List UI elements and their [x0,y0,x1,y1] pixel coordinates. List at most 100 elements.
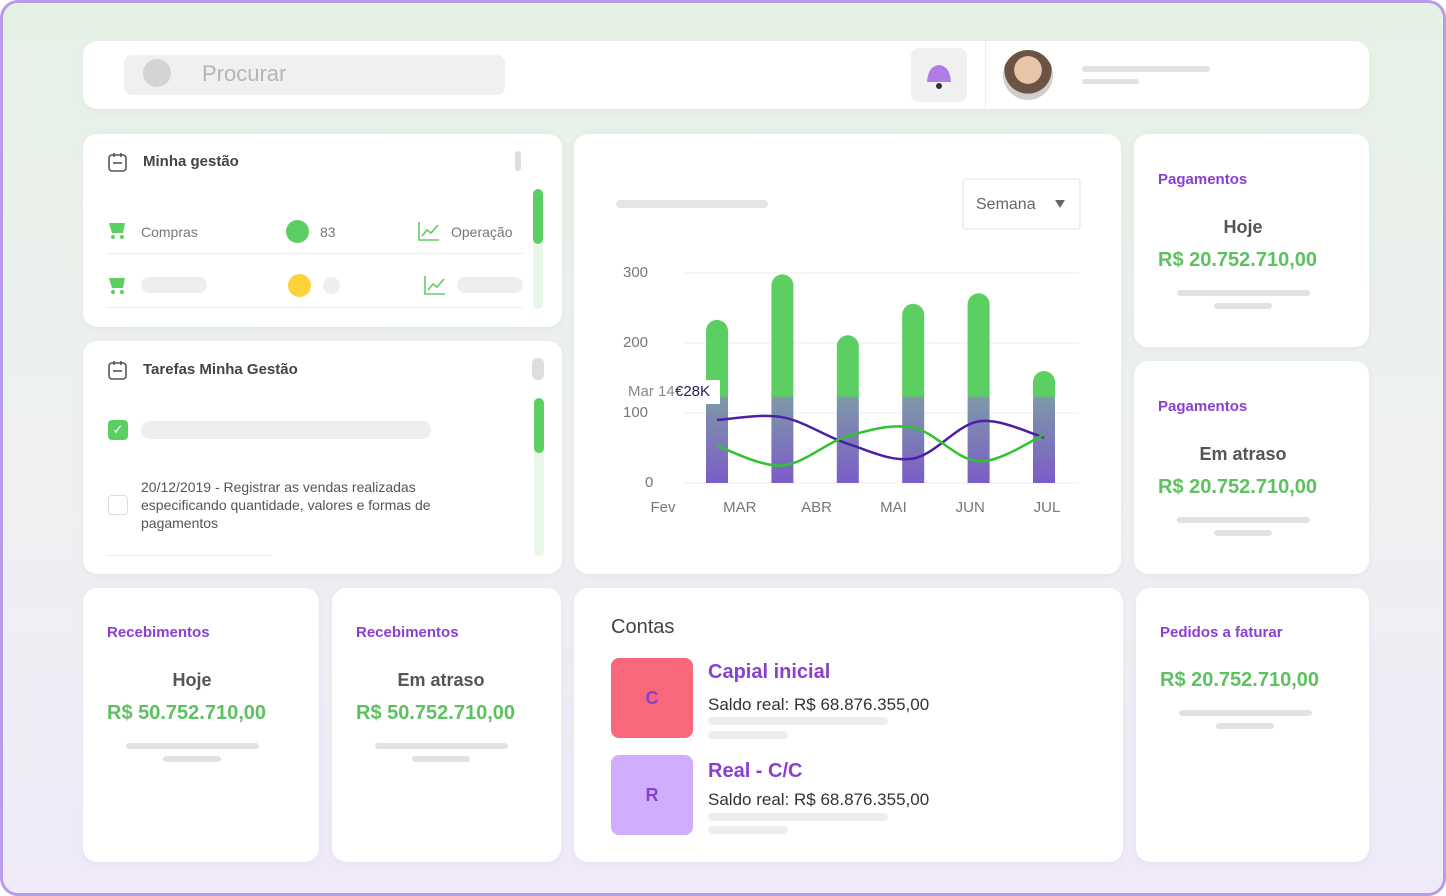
account-balance: Saldo real: R$ 68.876.355,00 [708,790,930,809]
chart-icon [418,222,439,241]
row-label: Compras [141,224,198,240]
dropdown[interactable] [962,178,1081,230]
x-tick-label: MAI [880,499,907,516]
scroll-track [534,398,544,556]
placeholder [1179,710,1312,716]
card-title: Pagamentos [1158,398,1248,415]
scroll-thumb [534,398,544,453]
bar [902,303,925,483]
placeholder [375,743,508,749]
scrollbar [532,358,544,380]
divider [107,307,523,308]
x-tick-label: MAR [723,499,757,516]
accounts-card: Contas C Capial inicial Saldo real: R$ 6… [574,588,1123,862]
status-dot [288,274,311,297]
receipts-card: Recebimentos Em atraso R$ 50.752.710,00 [332,588,561,862]
notification-button[interactable] [911,48,967,102]
orders-card: Pedidos a faturar R$ 20.752.710,00 [1136,588,1369,862]
amount: R$ 50.752.710,00 [356,702,516,724]
account-avatar: R [611,755,693,835]
account-avatar: C [611,658,693,738]
title-placeholder [616,200,768,208]
avatar[interactable] [1003,50,1053,100]
dropdown-arrow [1055,200,1065,208]
line [716,414,1045,461]
receipts-card: Recebimentos Hoje R$ 50.752.710,00 [83,588,319,862]
bar [1033,371,1055,483]
placeholder [708,731,788,739]
calendar-icon [108,153,127,172]
tooltip-value: €28K [675,383,710,400]
dropdown-label: Semana [976,196,1036,213]
card-subtitle: Hoje [1223,217,1263,237]
scroll-thumb [533,189,543,244]
placeholder [1216,723,1274,729]
payments-card: Pagamentos Hoje R$ 20.752.710,00 [1134,134,1369,347]
placeholder [1177,517,1310,523]
placeholder [126,743,259,749]
placeholder [708,717,888,725]
payments-card: Pagamentos Em atraso R$ 20.752.710,00 [1134,361,1369,574]
top-bar: Procurar [83,41,1369,109]
card-subtitle: Em atraso [397,670,485,690]
chart-icon [424,276,445,295]
y-tick-label: 300 [623,264,648,281]
x-tick-label: JUL [1034,499,1061,516]
y-tick-label: 200 [623,334,648,351]
placeholder [141,277,207,293]
cart-icon [109,223,125,239]
row-link[interactable]: Operação [451,224,513,240]
scroll-track [533,189,543,309]
card-title: Contas [611,616,675,638]
placeholder [412,756,470,762]
tooltip [620,380,720,404]
account-name[interactable]: Capial inicial [708,661,831,683]
card-title: Recebimentos [356,624,459,641]
task-text: 20/12/2019 - Registrar as vendas realiza… [141,479,431,531]
placeholder [1177,290,1310,296]
amount: R$ 20.752.710,00 [1158,249,1318,271]
account-name[interactable]: Real - C/C [708,760,803,782]
divider [985,41,986,109]
x-tick-label: JUN [956,499,985,516]
status-dot [286,220,309,243]
placeholder [1082,79,1139,84]
account-balance: Saldo real: R$ 68.876.355,00 [708,695,930,714]
placeholder [1082,66,1210,72]
placeholder [141,421,431,439]
placeholder [457,277,523,293]
chart: Semana 0 100 200 300 Fev MAR ABR MAI JUN JUL Mar 1… [616,178,1081,516]
placeholder [1214,303,1272,309]
search-box[interactable] [124,55,505,95]
x-tick-label: ABR [801,499,832,516]
checkbox-checked[interactable]: ✓ [108,420,128,440]
tasks-card: Tarefas Minha Gestão ✓ 20/12/2019 - Regi… [83,341,562,574]
placeholder [323,277,340,294]
amount: R$ 20.752.710,00 [1158,476,1318,498]
checkbox[interactable] [108,495,128,515]
card-title: Recebimentos [107,624,210,641]
divider [107,253,523,254]
placeholder [163,756,221,762]
amount: R$ 20.752.710,00 [1160,669,1320,691]
card-subtitle: Hoje [172,670,212,690]
bar [771,274,794,483]
row-count: 83 [320,224,336,240]
card-title: Pedidos a faturar [1160,624,1283,641]
y-tick-label: 100 [623,404,648,421]
placeholder [1214,530,1272,536]
divider [107,555,272,556]
search-placeholder: Procurar [202,61,287,86]
calendar-icon [108,361,127,380]
bar [836,335,859,483]
scrollbar [515,151,521,171]
search-icon [143,59,171,87]
y-tick-label: 0 [645,474,653,491]
chart-card: Semana 0 100 200 300 Fev MAR ABR MAI JUN JUL Mar 1… [574,134,1121,574]
x-tick-label: Fev [650,499,676,516]
card-title: Minha gestão [143,153,239,170]
card-subtitle: Em atraso [1199,444,1287,464]
management-card: Minha gestão Compras 83 Operação [83,134,562,327]
card-title: Pagamentos [1158,171,1248,188]
